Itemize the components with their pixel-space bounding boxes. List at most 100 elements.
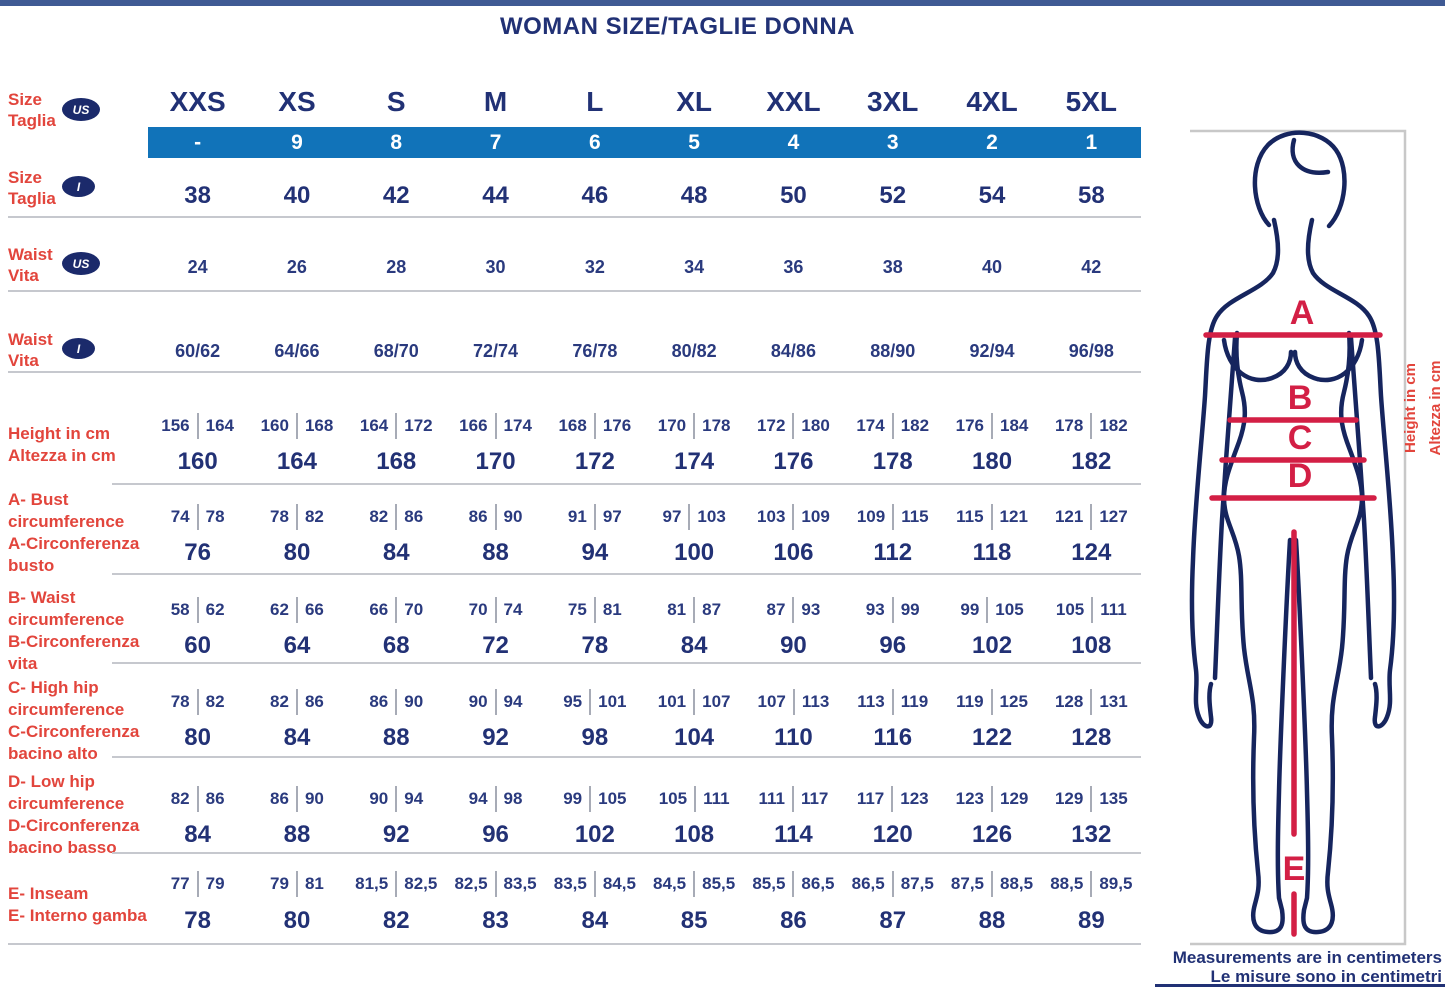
bust-range-cell-low: 121 — [1054, 507, 1084, 526]
inseam-range-cell: 85,5 86,5 — [744, 869, 843, 899]
bust-range-cell: 86 90 — [446, 502, 545, 532]
waist-i-cell: 76/78 — [545, 338, 644, 364]
height-axis-label-it: Altezza in cm — [1427, 360, 1444, 456]
bust-value-cell: 76 — [148, 536, 247, 570]
range-divider — [891, 689, 894, 715]
range-divider — [693, 871, 696, 897]
waist-circ-range-cell: 81 87 — [644, 595, 743, 625]
low-hip-values-row: 84 88 92 96 102 108 114 120 126 132 — [148, 818, 1141, 852]
waist-i-label-en: Waist — [8, 330, 53, 349]
height-range-cell-high: 184 — [1000, 416, 1029, 435]
waist-circ-values-row: 60 64 68 72 78 84 90 96 102 108 — [148, 629, 1141, 663]
inseam-range-cell-high: 85,5 — [702, 874, 736, 893]
bust-value-cell-text: 88 — [482, 539, 509, 566]
bust-values-row: 76 80 84 88 94 100 106 112 118 124 — [148, 536, 1141, 570]
waist-circ-value-cell: 72 — [446, 629, 545, 663]
low-hip-range-cell: 86 90 — [247, 784, 346, 814]
height-value-cell-text: 168 — [376, 448, 417, 475]
height-value-cell-text: 180 — [972, 448, 1013, 475]
waist-circ-range-cell: 93 99 — [843, 595, 942, 625]
waist-us-cell: 42 — [1042, 254, 1141, 280]
column-header-text: 4XL — [966, 86, 1018, 117]
height-ranges-row: 156 164 160 168 164 172 166 174 168 176 170 178 172 1… — [148, 411, 1141, 441]
range-divider — [891, 597, 894, 623]
us-size-cell-text: 6 — [588, 130, 601, 154]
size-i-cell-text: 54 — [978, 182, 1006, 209]
range-divider — [494, 597, 497, 623]
size-i-cell: 40 — [247, 180, 346, 212]
high-hip-value-cell: 122 — [942, 721, 1041, 755]
range-divider — [693, 413, 696, 439]
waist-i-cell: 80/82 — [644, 338, 743, 364]
range-divider — [589, 786, 592, 812]
low-hip-range-cell-high: 111 — [703, 789, 730, 808]
height-value-cell: 170 — [446, 445, 545, 479]
height-value-cell: 178 — [843, 445, 942, 479]
range-divider — [792, 504, 795, 530]
height-range-cell: 166 174 — [446, 411, 545, 441]
waist-circ-value-cell: 90 — [744, 629, 843, 663]
high-hip-range-cell-low: 101 — [657, 692, 687, 711]
waist-circ-value-cell: 102 — [942, 629, 1041, 663]
high-hip-value-cell-text: 116 — [873, 724, 913, 751]
waist-us-cell: 24 — [148, 254, 247, 280]
high-hip-range-cell-high: 119 — [900, 692, 929, 711]
height-value-cell-text: 172 — [574, 448, 615, 475]
bust-value-cell-text: 76 — [184, 539, 211, 566]
high-hip-value-cell: 92 — [446, 721, 545, 755]
high-hip-range-cell-high: 107 — [702, 692, 731, 711]
high-hip-range-cell: 95 101 — [545, 687, 644, 717]
range-divider — [494, 871, 497, 897]
range-divider — [688, 504, 691, 530]
high-hip-label-line: C- High hip — [8, 678, 99, 697]
bust-range-cell: 78 82 — [247, 502, 346, 532]
bust-range-cell: 109 115 — [843, 502, 942, 532]
height-range-cell: 170 178 — [644, 411, 743, 441]
range-divider — [295, 413, 298, 439]
waist-circ-range-cell-low: 81 — [667, 600, 687, 619]
waist-circ-range-cell-high: 93 — [801, 600, 821, 619]
inseam-range-cell: 82,5 83,5 — [446, 869, 545, 899]
range-divider — [693, 597, 696, 623]
low-hip-range-cell-low: 90 — [369, 789, 389, 808]
low-hip-range-cell-low: 111 — [758, 789, 785, 808]
inseam-range-cell-low: 83,5 — [553, 874, 587, 893]
low-hip-value-cell-text: 102 — [574, 821, 615, 848]
inseam-value-cell-text: 89 — [1077, 907, 1105, 934]
height-range-cell: 160 168 — [247, 411, 346, 441]
high-hip-range-cell: 78 82 — [148, 687, 247, 717]
high-hip-range-cell-high: 101 — [598, 692, 627, 711]
low-hip-value-cell: 126 — [942, 818, 1041, 852]
height-axis-label-en: Height in cm — [1402, 363, 1419, 454]
height-range-cell-low: 174 — [856, 416, 885, 435]
inseam-value-cell-text: 78 — [184, 907, 211, 934]
low-hip-label-line: D- Low hip — [8, 772, 95, 791]
range-divider — [892, 504, 895, 530]
high-hip-value-cell: 116 — [843, 721, 942, 755]
range-divider — [196, 871, 199, 897]
marker-label-a: A — [1290, 294, 1315, 332]
waist-circ-range-cell: 70 74 — [446, 595, 545, 625]
height-range-cell: 172 180 — [744, 411, 843, 441]
size-i-cell: 58 — [1042, 180, 1141, 212]
inseam-range-cell: 81,5 82,5 — [347, 869, 446, 899]
high-hip-range-cell-low: 90 — [468, 692, 488, 711]
column-header: L — [545, 84, 644, 120]
waist-circ-range-cell-high: 87 — [702, 600, 722, 619]
low-hip-value-cell-text: 108 — [674, 821, 715, 848]
height-range-cell-high: 178 — [702, 416, 731, 435]
us-size-cell-text: 7 — [489, 130, 502, 154]
range-divider — [991, 786, 994, 812]
us-size-cell: 3 — [843, 127, 942, 158]
low-hip-label-line: circumference — [8, 794, 125, 813]
range-divider — [792, 597, 795, 623]
top-border — [0, 0, 1445, 6]
low-hip-value-cell-text: 114 — [774, 821, 813, 848]
waist-i-cell: 60/62 — [148, 338, 247, 364]
range-divider — [196, 786, 199, 812]
waist-circ-range-cell-high: 111 — [1100, 600, 1127, 619]
low-hip-range-cell: 117 123 — [843, 784, 942, 814]
high-hip-value-cell: 128 — [1042, 721, 1141, 755]
column-header-text: M — [483, 86, 508, 117]
bust-value-cell-text: 118 — [972, 539, 1012, 566]
